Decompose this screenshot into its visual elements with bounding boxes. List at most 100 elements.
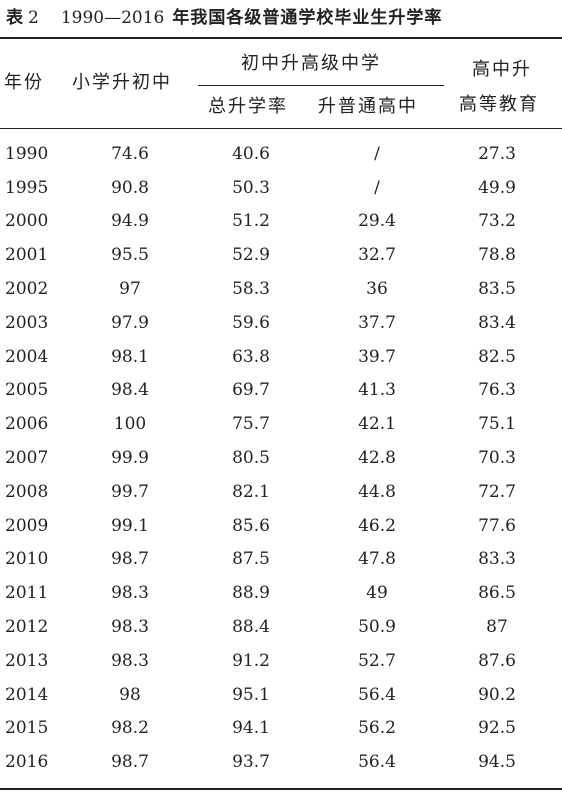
junior-total-cell: 40.6: [232, 143, 270, 164]
junior-total-cell: 59.6: [232, 312, 270, 333]
header-senior-to-higher-line2: 高等教育: [459, 94, 539, 115]
primary-to-junior-cell: 98.2: [111, 718, 149, 739]
year-cell: 2014: [5, 684, 49, 705]
senior-to-higher-cell: 90.2: [478, 684, 516, 705]
senior-to-higher-cell: 72.7: [478, 481, 516, 502]
header-sub-rule: [198, 85, 444, 86]
junior-to-senior-cell: 49: [366, 583, 388, 604]
primary-to-junior-cell: 98.3: [111, 617, 149, 638]
year-cell: 2013: [5, 650, 49, 671]
junior-to-senior-cell: 50.9: [358, 617, 396, 638]
year-cell: 2011: [5, 583, 49, 604]
junior-total-cell: 91.2: [232, 650, 270, 671]
senior-to-higher-cell: 83.5: [478, 279, 516, 300]
header-primary-to-junior: 小学升初中: [72, 72, 172, 93]
junior-to-senior-cell: 41.3: [358, 380, 396, 401]
senior-to-higher-cell: 27.3: [478, 143, 516, 164]
primary-to-junior-cell: 99.1: [111, 515, 149, 536]
junior-to-senior-cell: 46.2: [358, 515, 396, 536]
primary-to-junior-cell: 97: [119, 279, 141, 300]
junior-to-senior-cell: 56.4: [358, 752, 396, 773]
year-cell: 2006: [5, 414, 49, 435]
top-rule: [0, 37, 562, 39]
table-row: 2015 98.2 94.1 56.2 92.5: [0, 712, 562, 746]
junior-total-cell: 52.9: [232, 245, 270, 266]
primary-to-junior-cell: 90.8: [111, 177, 149, 198]
year-cell: 2000: [5, 211, 49, 232]
junior-total-cell: 51.2: [232, 211, 270, 232]
year-cell: 2008: [5, 481, 49, 502]
table-row: 2009 99.1 85.6 46.2 77.6: [0, 509, 562, 543]
caption-number: 2: [28, 8, 39, 28]
year-cell: 1990: [5, 143, 49, 164]
year-cell: 2007: [5, 448, 49, 469]
table-row: 2008 99.7 82.1 44.8 72.7: [0, 475, 562, 509]
year-cell: 2015: [5, 718, 49, 739]
junior-to-senior-cell: /: [374, 143, 380, 164]
header-senior-to-higher-line1: 高中升: [472, 59, 532, 80]
junior-total-cell: 80.5: [232, 448, 270, 469]
junior-to-senior-cell: 42.1: [358, 414, 396, 435]
year-cell: 1995: [5, 177, 49, 198]
header-junior-group: 初中升高级中学: [241, 53, 381, 74]
table-row: 2000 94.9 51.2 29.4 73.2: [0, 205, 562, 239]
junior-to-senior-cell: 36: [366, 279, 388, 300]
header-year: 年份: [4, 72, 44, 93]
primary-to-junior-cell: 94.9: [111, 211, 149, 232]
junior-to-senior-cell: 52.7: [358, 650, 396, 671]
header-junior-to-senior: 升普通高中: [318, 96, 418, 117]
primary-to-junior-cell: 97.9: [111, 312, 149, 333]
junior-total-cell: 94.1: [232, 718, 270, 739]
junior-total-cell: 95.1: [232, 684, 270, 705]
junior-to-senior-cell: 37.7: [358, 312, 396, 333]
caption-title: 年我国各级普通学校毕业生升学率: [172, 8, 443, 28]
bottom-rule: [0, 788, 562, 790]
primary-to-junior-cell: 98.4: [111, 380, 149, 401]
table-row: 2001 95.5 52.9 32.7 78.8: [0, 238, 562, 272]
year-cell: 2012: [5, 617, 49, 638]
table-caption: 表 2 1990—2016 年我国各级普通学校毕业生升学率: [6, 4, 558, 32]
primary-to-junior-cell: 98.3: [111, 583, 149, 604]
year-cell: 2003: [5, 312, 49, 333]
junior-to-senior-cell: 47.8: [358, 549, 396, 570]
junior-total-cell: 85.6: [232, 515, 270, 536]
table-row: 2003 97.9 59.6 37.7 83.4: [0, 306, 562, 340]
junior-to-senior-cell: 42.8: [358, 448, 396, 469]
primary-to-junior-cell: 95.5: [111, 245, 149, 266]
senior-to-higher-cell: 87.6: [478, 650, 516, 671]
junior-to-senior-cell: 39.7: [358, 346, 396, 367]
senior-to-higher-cell: 92.5: [478, 718, 516, 739]
enrollment-rate-table: 1990 74.6 40.6 / 27.3 1995 90.8 50.3 / 49.9 2000 94…: [0, 137, 562, 779]
year-cell: 2005: [5, 380, 49, 401]
year-cell: 2002: [5, 279, 49, 300]
junior-total-cell: 93.7: [232, 752, 270, 773]
junior-total-cell: 87.5: [232, 549, 270, 570]
caption-label: 表: [6, 8, 24, 28]
table-row: 2011 98.3 88.9 49 86.5: [0, 576, 562, 610]
table-row: 2016 98.7 93.7 56.4 94.5: [0, 745, 562, 779]
junior-to-senior-cell: /: [374, 177, 380, 198]
senior-to-higher-cell: 49.9: [478, 177, 516, 198]
table-row: 2014 98 95.1 56.4 90.2: [0, 678, 562, 712]
junior-total-cell: 88.4: [232, 617, 270, 638]
table-row: 2010 98.7 87.5 47.8 83.3: [0, 543, 562, 577]
primary-to-junior-cell: 99.7: [111, 481, 149, 502]
junior-total-cell: 82.1: [232, 481, 270, 502]
junior-total-cell: 75.7: [232, 414, 270, 435]
primary-to-junior-cell: 74.6: [111, 143, 149, 164]
caption-years: 1990—2016: [60, 8, 165, 28]
table-row: 1995 90.8 50.3 / 49.9: [0, 171, 562, 205]
header-junior-total: 总升学率: [208, 96, 288, 117]
junior-to-senior-cell: 56.4: [358, 684, 396, 705]
year-cell: 2009: [5, 515, 49, 536]
senior-to-higher-cell: 77.6: [478, 515, 516, 536]
table-row: 2005 98.4 69.7 41.3 76.3: [0, 374, 562, 408]
senior-to-higher-cell: 82.5: [478, 346, 516, 367]
junior-total-cell: 63.8: [232, 346, 270, 367]
year-cell: 2016: [5, 752, 49, 773]
primary-to-junior-cell: 98.1: [111, 346, 149, 367]
senior-to-higher-cell: 94.5: [478, 752, 516, 773]
year-cell: 2001: [5, 245, 49, 266]
senior-to-higher-cell: 83.4: [478, 312, 516, 333]
primary-to-junior-cell: 98.3: [111, 650, 149, 671]
